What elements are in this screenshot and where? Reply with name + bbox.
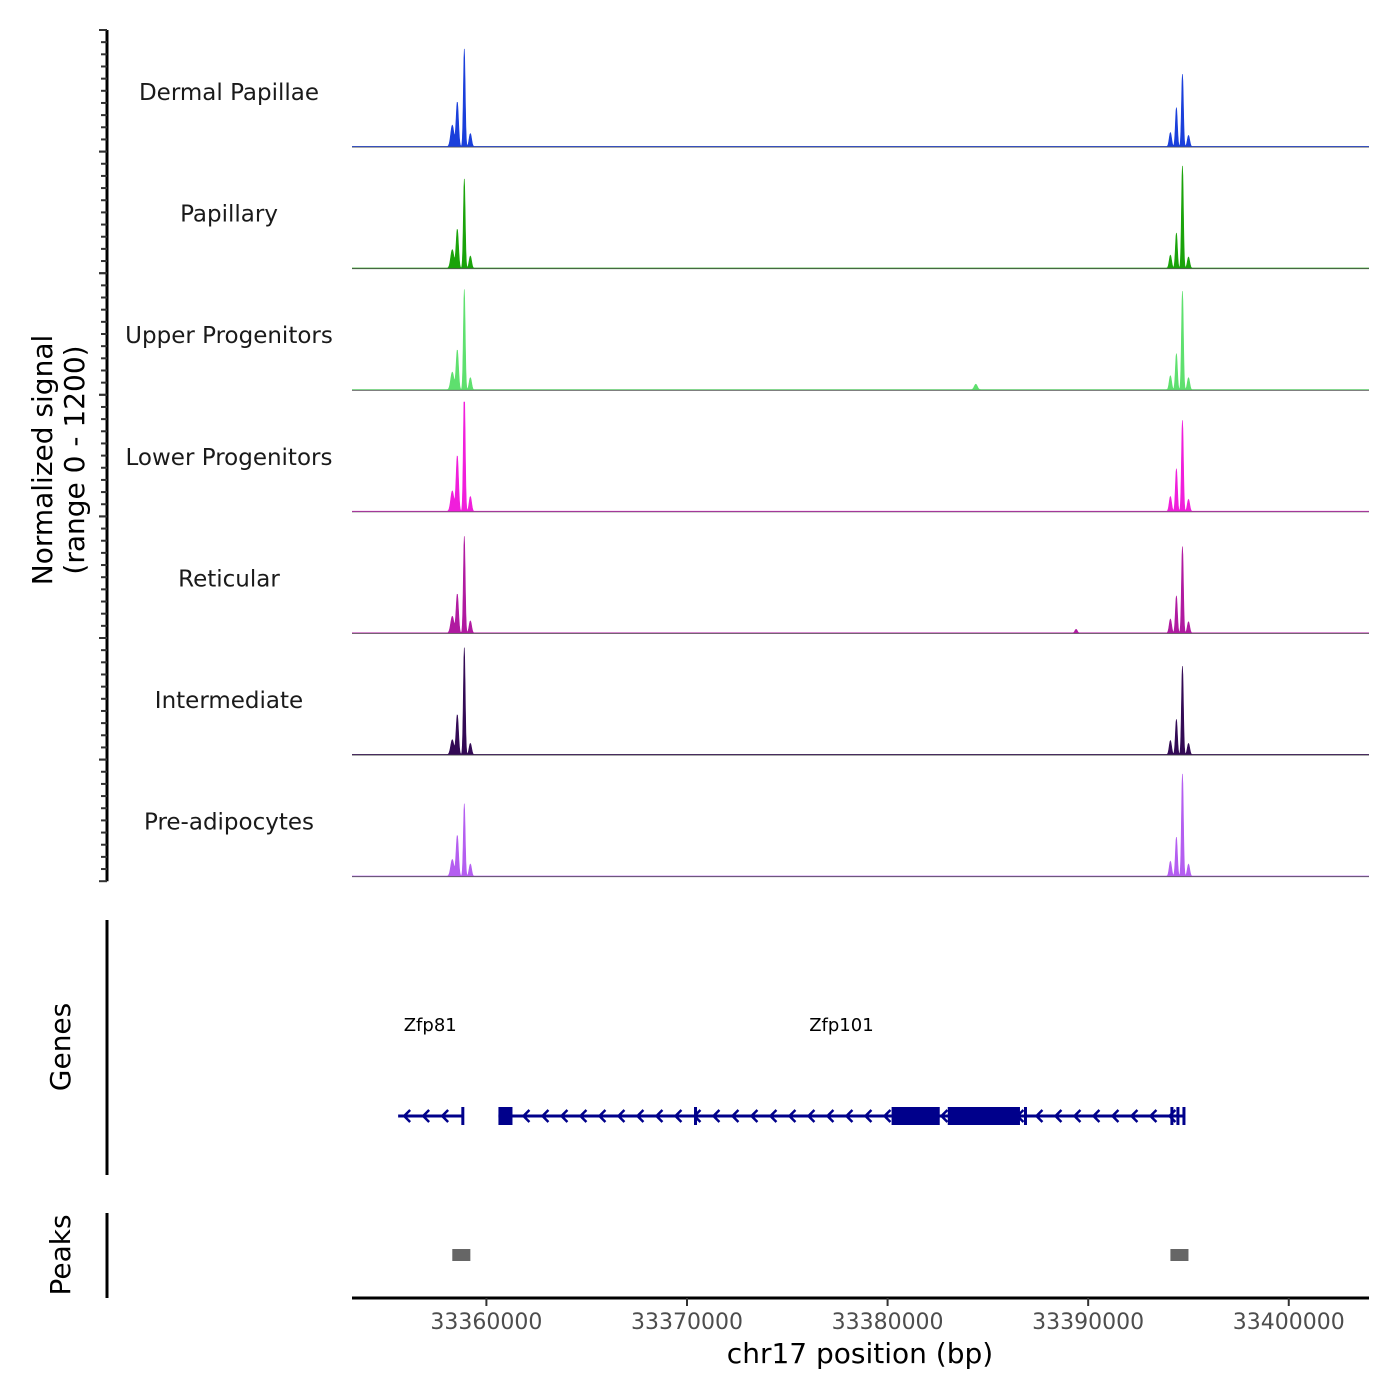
gene-exon [1023, 1107, 1027, 1125]
strand-arrow [1091, 1109, 1101, 1123]
strand-arrow [440, 1109, 450, 1123]
signal-area [352, 48, 1369, 147]
strand-arrow [1034, 1109, 1044, 1123]
strand-arrow [1167, 1109, 1177, 1123]
strand-arrow [402, 1109, 412, 1123]
gene-exon [498, 1107, 513, 1125]
strand-arrow [730, 1109, 740, 1123]
track-label: Papillary [180, 202, 278, 228]
gene-track: Zfp81 Zfp101 [398, 1015, 1186, 1125]
track-label: Reticular [178, 566, 280, 592]
strand-arrow [806, 1109, 816, 1123]
gene-exon [1170, 1107, 1174, 1125]
strand-arrow [749, 1109, 759, 1123]
strand-arrow [825, 1109, 835, 1123]
genes-track-title: Genes [44, 1003, 77, 1091]
x-tick-label: 33380000 [832, 1310, 944, 1335]
strand-arrow [597, 1109, 607, 1123]
strand-arrow [787, 1109, 797, 1123]
strand-arrow [521, 1109, 531, 1123]
x-axis: 33360000 33370000 33380000 33390000 33400000 [352, 1296, 1369, 1335]
track-label: Upper Progenitors [125, 323, 333, 349]
strand-arrow [654, 1109, 664, 1123]
x-tick-label: 33370000 [631, 1310, 743, 1335]
strand-arrow [863, 1109, 873, 1123]
signal-axis-title-line2: (range 0 - 1200) [58, 345, 91, 574]
strand-arrow [882, 1109, 892, 1123]
strand-arrow [540, 1109, 550, 1123]
track-label: Intermediate [155, 688, 303, 714]
track-label: Dermal Papillae [139, 80, 319, 106]
signal-tracks: Dermal Papillae Papillary Upper Progenitor… [125, 48, 1369, 878]
signal-area [352, 165, 1369, 269]
signal-area [352, 536, 1369, 634]
peak-region [1170, 1249, 1189, 1261]
strand-arrow [768, 1109, 778, 1123]
strand-arrow [711, 1109, 721, 1123]
strand-arrow [1129, 1109, 1139, 1123]
signal-axis-title-line1: Normalized signal [26, 335, 59, 586]
x-tick-label: 33390000 [1032, 1310, 1144, 1335]
signal-area [352, 647, 1369, 755]
track-label: Pre-adipocytes [144, 810, 314, 836]
strand-arrow [1072, 1109, 1082, 1123]
peaks-track-title: Peaks [44, 1214, 77, 1295]
strand-arrow [844, 1109, 854, 1123]
peak-region [452, 1249, 471, 1261]
signal-area [352, 401, 1369, 512]
strand-arrow [673, 1109, 683, 1123]
peak-track [452, 1249, 1189, 1261]
gene-exon [947, 1107, 1020, 1125]
signal-area [352, 289, 1369, 391]
gene-name-label: Zfp101 [809, 1015, 873, 1036]
track-label: Lower Progenitors [126, 445, 333, 471]
gene-exon [694, 1107, 698, 1125]
gene-exon [891, 1107, 940, 1125]
signal-y-axis [99, 29, 109, 883]
signal-area [352, 773, 1369, 877]
strand-arrow [1053, 1109, 1063, 1123]
gene-exon [1176, 1107, 1180, 1125]
strand-arrow [559, 1109, 569, 1123]
x-tick-label: 33360000 [430, 1310, 542, 1335]
gene-exon [461, 1107, 465, 1125]
strand-arrow [939, 1109, 949, 1123]
strand-arrow [635, 1109, 645, 1123]
strand-arrow [421, 1109, 431, 1123]
x-tick-label: 33400000 [1233, 1310, 1345, 1335]
x-axis-title: chr17 position (bp) [727, 1337, 993, 1370]
strand-arrow [578, 1109, 588, 1123]
gene-exon [1182, 1107, 1186, 1125]
strand-arrow [1110, 1109, 1120, 1123]
strand-arrow [1148, 1109, 1158, 1123]
strand-arrow [616, 1109, 626, 1123]
gene-name-label: Zfp81 [404, 1015, 457, 1036]
